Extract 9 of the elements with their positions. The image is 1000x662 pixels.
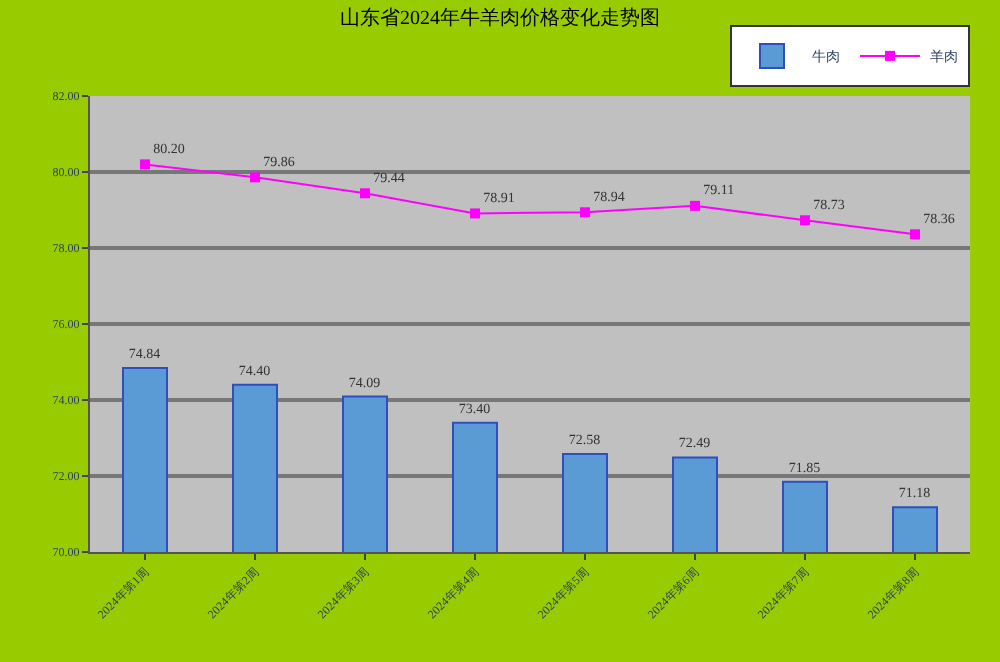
point	[470, 208, 480, 219]
point	[800, 215, 810, 226]
point	[910, 229, 920, 240]
chart-title: 山东省2024年牛羊肉价格变化走势图	[340, 5, 660, 30]
point	[580, 207, 590, 218]
point	[360, 188, 370, 199]
point	[140, 159, 150, 170]
point	[690, 200, 700, 211]
point	[250, 172, 260, 183]
